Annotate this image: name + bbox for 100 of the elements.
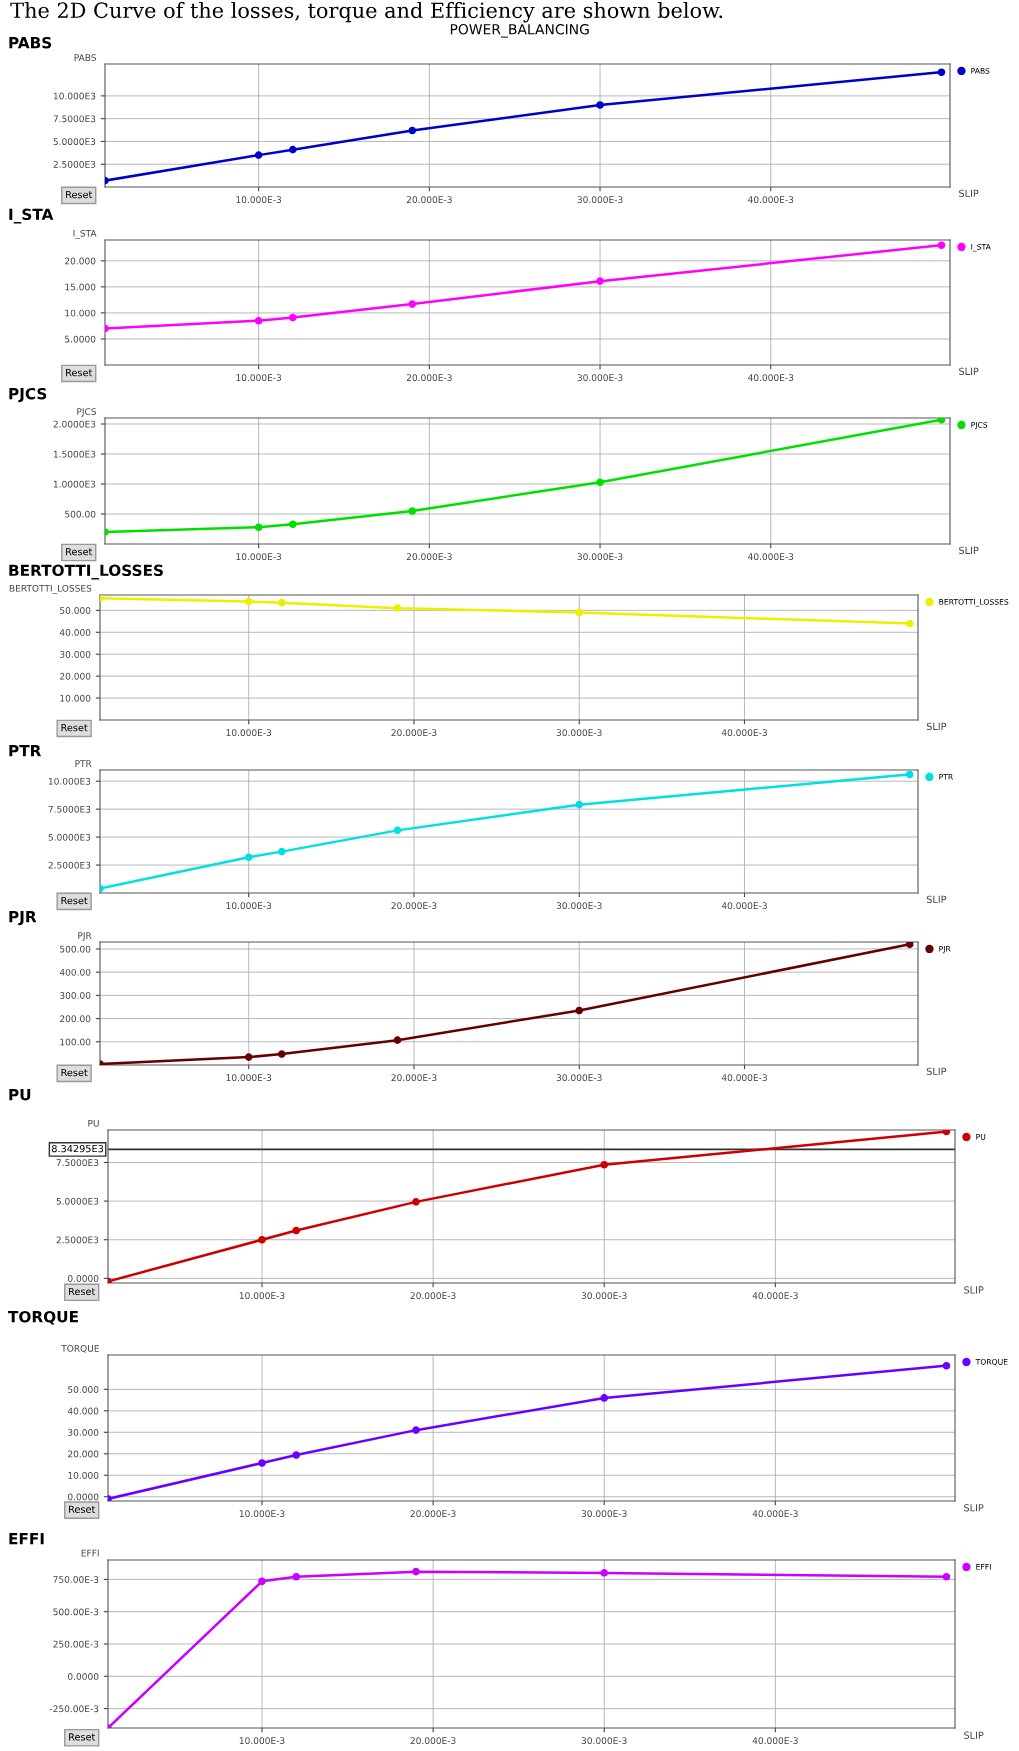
x-tick-label: 10.000E-3: [236, 553, 282, 561]
y-tick-label: 20.000: [65, 257, 96, 265]
x-tick-label: 40.000E-3: [752, 1510, 798, 1518]
x-tick-label: 20.000E-3: [410, 1737, 456, 1745]
point: [288, 520, 297, 529]
x-axis-title: SLIP: [964, 1504, 984, 1512]
point: [600, 1160, 609, 1169]
y-tick-label: 7.5000E3: [53, 115, 96, 123]
y-tick-label: 20.000: [68, 1450, 99, 1458]
point: [575, 608, 584, 617]
point: [258, 1235, 266, 1244]
y-tick-label: 750.00E-3: [53, 1576, 99, 1583]
y-axis-title: PABS: [74, 54, 97, 62]
point: [254, 151, 263, 159]
chart-title: PU: [9, 1089, 31, 1101]
y-tick-label: 5.0000: [65, 335, 96, 343]
y-tick-label: 10.000E3: [53, 92, 96, 100]
y-tick-label: 40.000: [59, 629, 91, 636]
x-tick-label: 40.000E-3: [721, 1074, 767, 1082]
x-tick-label: 30.000E-3: [577, 374, 623, 382]
point: [288, 145, 297, 154]
x-tick-label: 10.000E-3: [226, 1074, 272, 1082]
chart-title: PTR: [9, 745, 42, 757]
point: [942, 1361, 951, 1370]
y-tick-label: 15.000: [65, 283, 96, 291]
text: Reset: [69, 1505, 96, 1513]
x-axis-title: SLIP: [964, 1731, 984, 1739]
point: [600, 1569, 609, 1577]
x-axis-title: SLIP: [926, 1067, 947, 1075]
y-tick-label: 10.000: [60, 694, 91, 702]
point: [244, 597, 253, 606]
text: Reset: [61, 724, 88, 732]
point: [292, 1226, 301, 1235]
text: Reset: [69, 1287, 96, 1296]
point: [393, 604, 402, 612]
x-tick-label: 20.000E-3: [391, 1074, 437, 1082]
x-axis-title: SLIP: [964, 1286, 984, 1294]
x-tick-label: 30.000E-3: [581, 1292, 627, 1300]
point: [905, 619, 914, 628]
point: [575, 800, 584, 809]
ref-line-label: 8.34295E3: [51, 1144, 104, 1153]
y-axis-title: I_STA: [73, 229, 97, 239]
y-tick-label: 30.000: [60, 650, 91, 658]
x-tick-label: 10.000E-3: [239, 1510, 285, 1518]
point: [600, 1394, 609, 1402]
y-tick-label: 200.00: [60, 1015, 91, 1023]
point: [942, 1572, 951, 1581]
chart-title: I_STA: [9, 208, 54, 224]
y-tick-label: 5.0000E3: [53, 138, 96, 145]
x-tick-label: 40.000E-3: [752, 1737, 798, 1745]
x-tick-label: 20.000E-3: [410, 1292, 456, 1300]
y-tick-label: 2.5000E3: [56, 1236, 99, 1244]
y-tick-label: 0.0000: [67, 1673, 99, 1680]
y-tick-label: 0.0000: [67, 1493, 99, 1501]
text: Reset: [66, 548, 93, 556]
x-tick-label: 10.000E-3: [239, 1292, 285, 1300]
y-tick-label: 500.00: [60, 945, 91, 953]
y-tick-label: 5.0000E3: [56, 1197, 99, 1205]
x-tick-label: 40.000E-3: [721, 902, 767, 910]
y-tick-label: 400.00: [59, 968, 91, 976]
point: [258, 1577, 266, 1586]
point: [288, 313, 297, 322]
x-tick-label: 20.000E-3: [406, 374, 452, 382]
point: [393, 1036, 402, 1044]
x-tick-label: 30.000E-3: [581, 1510, 627, 1518]
x-tick-label: 30.000E-3: [556, 902, 602, 910]
point: [292, 1572, 301, 1581]
x-tick-label: 40.000E-3: [748, 196, 794, 204]
y-tick-label: 2.0000E3: [53, 420, 96, 428]
y-axis-title: PTR: [75, 760, 92, 767]
point: [254, 523, 263, 532]
x-tick-label: 20.000E-3: [406, 196, 452, 204]
chart-title: PABS: [9, 36, 52, 49]
point: [258, 1459, 266, 1467]
point: [292, 1451, 301, 1459]
chart-title: BERTOTTI_LOSSES: [9, 564, 163, 580]
point: [575, 1006, 584, 1015]
y-tick-label: 50.000: [60, 607, 91, 614]
x-tick-label: 40.000E-3: [748, 374, 794, 382]
y-tick-label: 30.000: [68, 1429, 99, 1436]
x-axis-title: SLIP: [926, 895, 947, 903]
y-tick-label: 100.00: [60, 1038, 91, 1046]
y-tick-label: 0.0000: [67, 1275, 99, 1282]
x-tick-label: 30.000E-3: [577, 553, 623, 561]
point: [244, 853, 253, 862]
text: Reset: [69, 1733, 96, 1741]
x-tick-label: 10.000E-3: [239, 1737, 285, 1745]
text: Reset: [66, 369, 93, 377]
x-tick-label: 10.000E-3: [236, 374, 282, 382]
x-tick-label: 10.000E-3: [236, 196, 282, 204]
x-tick-label: 10.000E-3: [226, 902, 272, 910]
point: [277, 847, 286, 856]
chart-title: PJCS: [9, 387, 47, 403]
x-tick-label: 30.000E-3: [577, 196, 623, 204]
y-tick-label: 5.0000E3: [48, 833, 91, 841]
x-tick-label: 30.000E-3: [556, 729, 602, 737]
point: [596, 277, 604, 285]
y-tick-label: 50.000: [68, 1386, 99, 1393]
x-tick-label: 40.000E-3: [752, 1292, 798, 1300]
point: [277, 1050, 286, 1058]
